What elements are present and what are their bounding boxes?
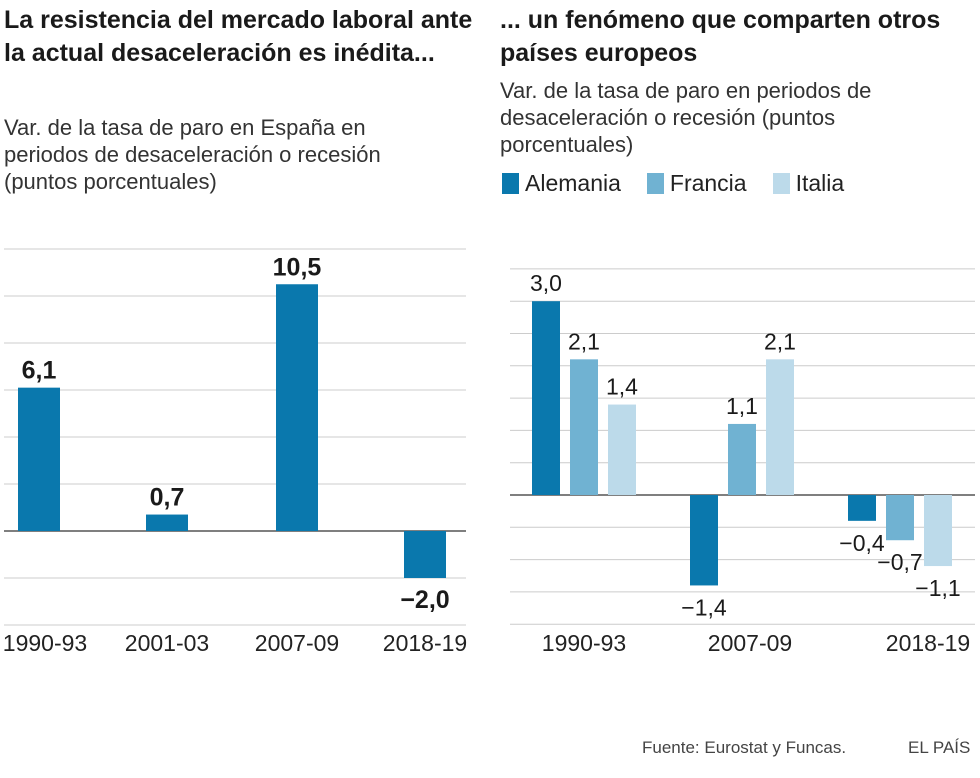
bar <box>924 495 952 567</box>
legend-item-francia: Francia <box>646 170 747 197</box>
right-chart-title: ... un fenómeno que comparten otros país… <box>500 6 941 67</box>
source-note: Fuente: Eurostat y Funcas. <box>642 738 847 757</box>
legend-swatch-francia <box>646 173 664 194</box>
data-label: −1,1 <box>915 575 960 601</box>
chart-legend: Alemania Francia Italia <box>502 170 844 197</box>
right-chart-subtitle: Var. de la tasa de paro en periodos de d… <box>500 78 872 157</box>
bar <box>728 423 756 495</box>
legend-item-alemania: Alemania <box>502 170 621 197</box>
legend-label-alemania: Alemania <box>525 170 621 196</box>
legend-label-italia: Italia <box>795 170 845 196</box>
data-label: 6,1 <box>22 357 57 385</box>
data-label: 2,1 <box>764 328 796 354</box>
x-tick-label: 2018-19 <box>886 630 970 656</box>
spain-bar-chart: 6,1 1990-93 0,7 2001-03 10,5 2007-09 −2,0 2018-… <box>3 248 467 656</box>
bar <box>146 514 188 531</box>
data-label: 1,4 <box>606 374 638 400</box>
x-tick-label: 1990-93 <box>542 630 626 656</box>
data-label: −2,0 <box>400 586 449 614</box>
left-chart-title: La resistencia del mercado laboral ante … <box>4 6 473 67</box>
left-chart-subtitle: Var. de la tasa de paro en España en per… <box>4 115 381 194</box>
legend-label-francia: Francia <box>669 170 747 196</box>
x-tick-label: 2018-19 <box>383 630 467 656</box>
data-label: 2,1 <box>568 328 600 354</box>
bar <box>532 301 560 495</box>
x-tick-label: 2001-03 <box>125 630 209 656</box>
data-label: −1,4 <box>681 594 727 620</box>
bar <box>570 359 598 495</box>
legend-swatch-alemania <box>502 173 519 194</box>
legend-swatch-italia <box>772 173 790 194</box>
brand-credit: EL PAÍS <box>908 738 971 757</box>
data-label: 1,1 <box>726 393 758 419</box>
bar <box>848 495 876 521</box>
bar <box>276 284 318 531</box>
data-label: 10,5 <box>273 253 322 281</box>
bar <box>18 387 60 531</box>
x-tick-label: 2007-09 <box>255 630 339 656</box>
legend-item-italia: Italia <box>772 170 845 197</box>
bar <box>766 359 794 495</box>
data-label: −0,7 <box>877 549 922 575</box>
bar <box>886 495 914 541</box>
x-tick-label: 2007-09 <box>708 630 792 656</box>
data-label: 3,0 <box>530 270 562 296</box>
bar <box>404 531 446 578</box>
bar <box>608 404 636 495</box>
data-label: −0,4 <box>839 530 885 556</box>
bar <box>690 495 718 586</box>
data-label: 0,7 <box>150 484 185 512</box>
x-tick-label: 1990-93 <box>3 630 87 656</box>
